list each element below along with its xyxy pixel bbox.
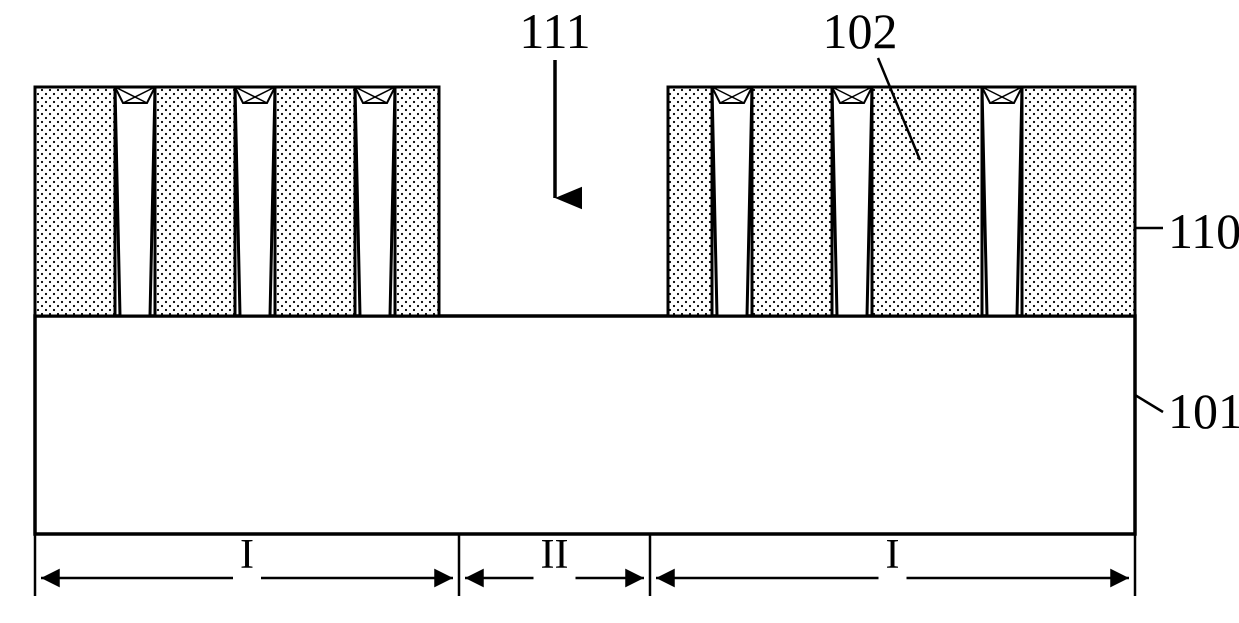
label-101: 101 [1135,383,1239,439]
label-102-text: 102 [823,3,898,59]
label-111: 111 [519,3,590,198]
label-110-text: 110 [1168,203,1239,259]
substrate-101 [35,316,1135,534]
region-label: I [240,532,254,578]
label-110: 110 [1135,203,1239,259]
label-111-text: 111 [519,3,590,59]
region-label: II [541,532,569,578]
leader-101 [1135,395,1163,412]
region-label: I [886,532,900,578]
layer-110 [35,87,1135,316]
region-markers: IIII [35,532,1135,596]
diagram-figure: 111 102 110 101 IIII [0,0,1239,623]
label-101-text: 101 [1168,383,1239,439]
